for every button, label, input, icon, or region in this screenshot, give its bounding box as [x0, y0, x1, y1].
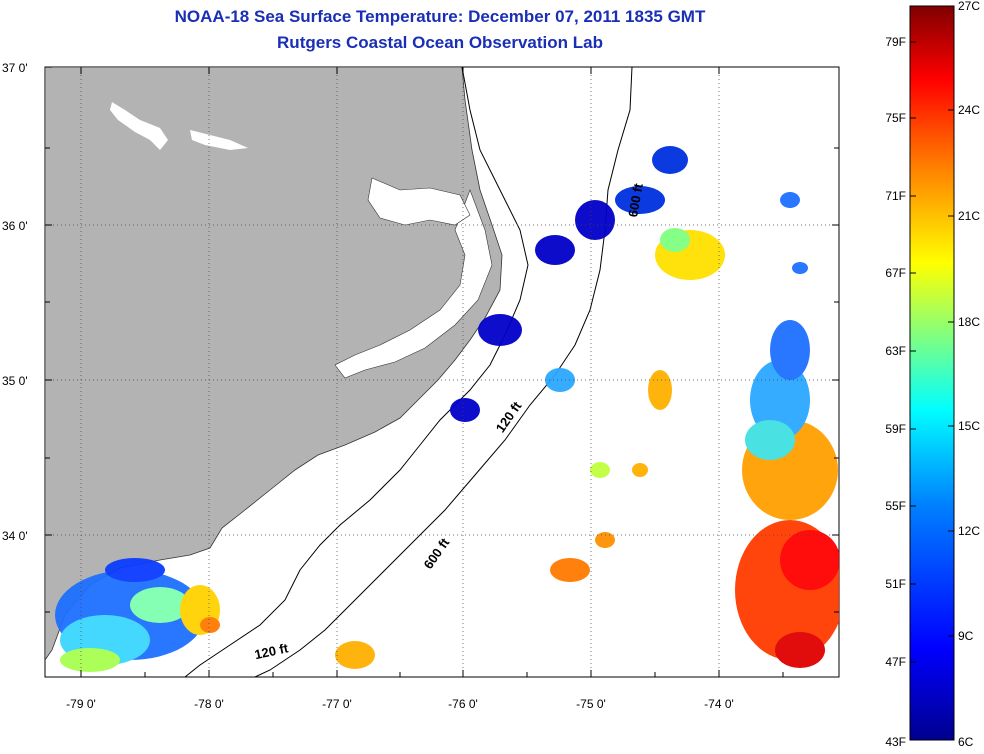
colorbar-f-label: 47F: [885, 655, 906, 669]
inland-lake-2: [190, 130, 248, 150]
colorbar-ticks: [910, 41, 954, 663]
isobath-600ft: [254, 67, 633, 677]
isobath-label: 600 ft: [625, 182, 646, 219]
colorbar-f-label: 59F: [885, 422, 906, 436]
colorbar-f-label: 55F: [885, 499, 906, 513]
colorbar-c-label: 12C: [958, 524, 980, 538]
lat-tick-label: 36 0': [2, 219, 28, 233]
graticule: [45, 67, 839, 677]
colorbar-c-label: 15C: [958, 419, 980, 433]
colorbar-c-label: 21C: [958, 209, 980, 223]
colorbar-c-label: 6C: [958, 735, 974, 749]
colorbar-f-label: 79F: [885, 35, 906, 49]
pamlico-sound: [334, 189, 493, 379]
colorbar-f-label: 43F: [885, 735, 906, 749]
colorbar-f-label: 75F: [885, 111, 906, 125]
lon-tick-label: -79 0': [66, 697, 96, 711]
colorbar-f-label: 71F: [885, 189, 906, 203]
colorbar-c-label: 9C: [958, 629, 974, 643]
lon-tick-label: -76 0': [448, 697, 478, 711]
lon-tick-label: -77 0': [322, 697, 352, 711]
colorbar-c-label: 24C: [958, 103, 980, 117]
colorbar-c-label: 27C: [958, 0, 980, 13]
lon-tick-label: -74 0': [704, 697, 734, 711]
isobath-label: 120 ft: [253, 640, 290, 662]
colorbar: [909, 5, 955, 741]
colorbar-c-label: 18C: [958, 315, 980, 329]
axis-ticks: [45, 66, 839, 677]
lon-tick-label: -78 0': [194, 697, 224, 711]
albemarle-sound: [367, 177, 471, 226]
sst-cloudfree-patches: [55, 146, 839, 672]
map-subtitle: Rutgers Coastal Ocean Observation Lab: [277, 33, 603, 52]
lat-tick-label: 34 0': [2, 529, 28, 543]
map-title: NOAA-18 Sea Surface Temperature: Decembe…: [174, 7, 706, 26]
colorbar-f-label: 51F: [885, 577, 906, 591]
isobath-120ft: [184, 67, 529, 677]
lon-tick-label: -75 0': [576, 697, 606, 711]
colorbar-f-label: 63F: [885, 344, 906, 358]
lat-tick-label: 35 0': [2, 374, 28, 388]
inland-lake-1: [110, 102, 168, 150]
lat-tick-label: 37 0': [2, 61, 28, 75]
colorbar-f-label: 67F: [885, 266, 906, 280]
